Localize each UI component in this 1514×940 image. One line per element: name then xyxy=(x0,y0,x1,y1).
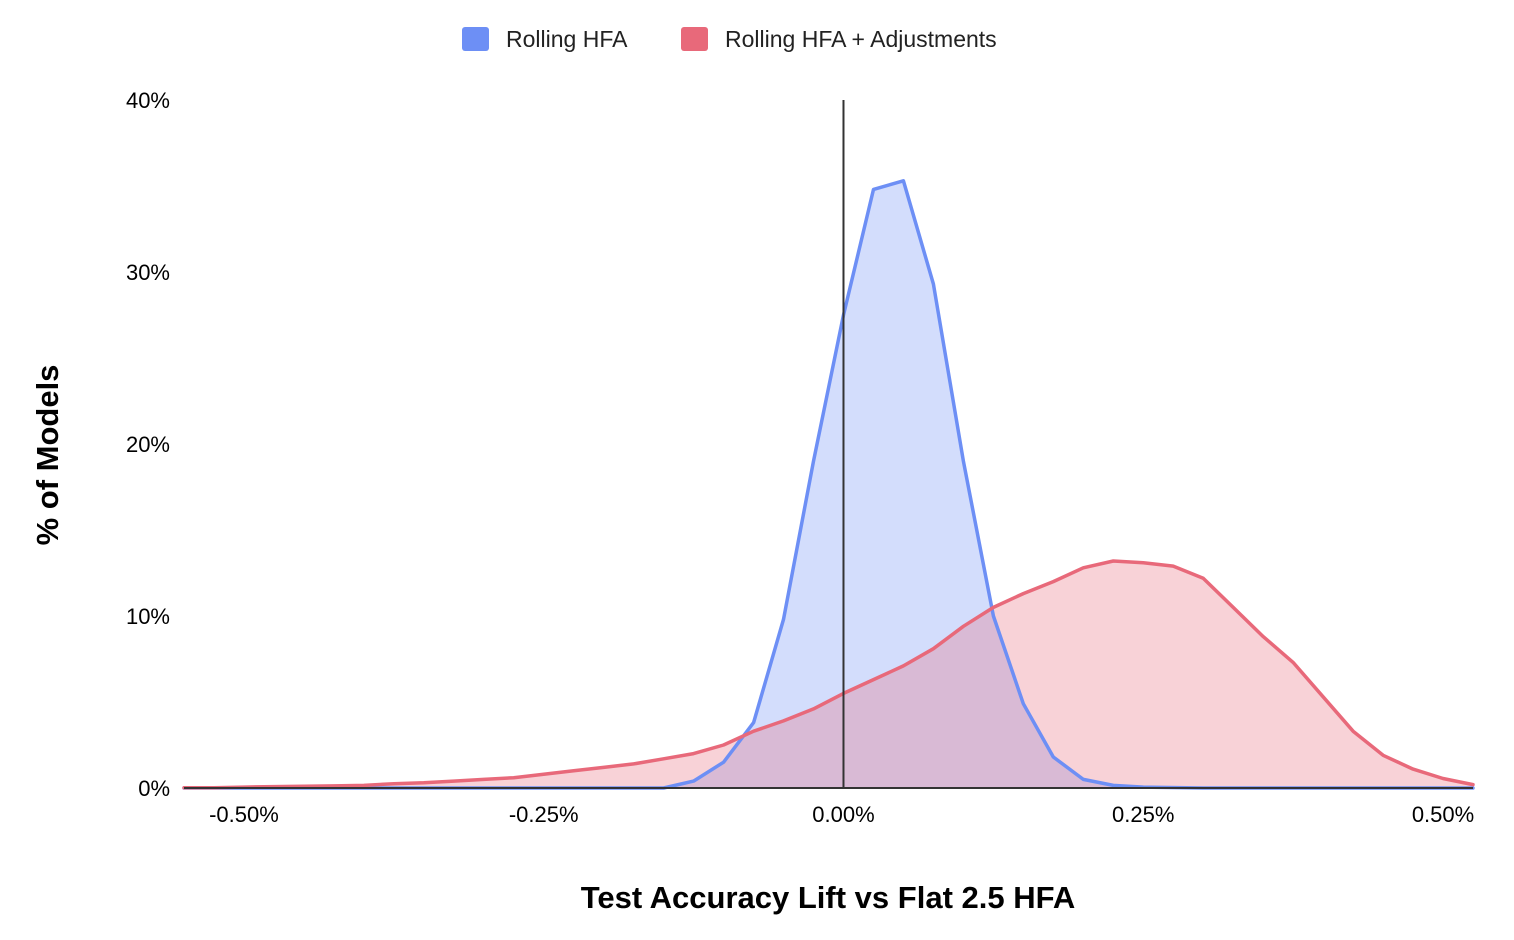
x-tick-label: 0.00% xyxy=(812,802,874,827)
legend: Rolling HFA Rolling HFA + Adjustments xyxy=(462,26,997,52)
legend-swatch-rolling-hfa xyxy=(462,27,489,51)
y-axis-title: % of Models xyxy=(30,365,65,546)
legend-swatch-rolling-hfa-adjustments xyxy=(681,27,708,51)
line-rolling-hfa-adjustments xyxy=(182,559,1475,790)
x-tick-label: 0.50% xyxy=(1412,802,1474,827)
x-tick-label: 0.25% xyxy=(1112,802,1174,827)
line-rolling-hfa xyxy=(182,179,1475,790)
y-tick-label: 0% xyxy=(138,776,170,801)
y-tick-label: 40% xyxy=(126,88,170,113)
x-tick-label: -0.50% xyxy=(209,802,279,827)
legend-label-rolling-hfa: Rolling HFA xyxy=(506,26,628,52)
y-tick-label: 30% xyxy=(126,260,170,285)
y-tick-label: 10% xyxy=(126,604,170,629)
area-rolling-hfa xyxy=(184,180,1473,789)
y-tick-label: 20% xyxy=(126,432,170,457)
axes-layer xyxy=(184,100,1473,789)
ticks-layer: 0% 10% 20% 30% 40% -0.50% -0.25% 0.00% 0.25% 0.50… xyxy=(126,88,1474,827)
legend-label-rolling-hfa-adjustments: Rolling HFA + Adjustments xyxy=(725,26,997,52)
x-tick-label: -0.25% xyxy=(509,802,579,827)
area-rolling-hfa-adjustments xyxy=(184,561,1473,788)
series-layer xyxy=(182,179,1475,790)
x-axis-title: Test Accuracy Lift vs Flat 2.5 HFA xyxy=(581,880,1075,915)
